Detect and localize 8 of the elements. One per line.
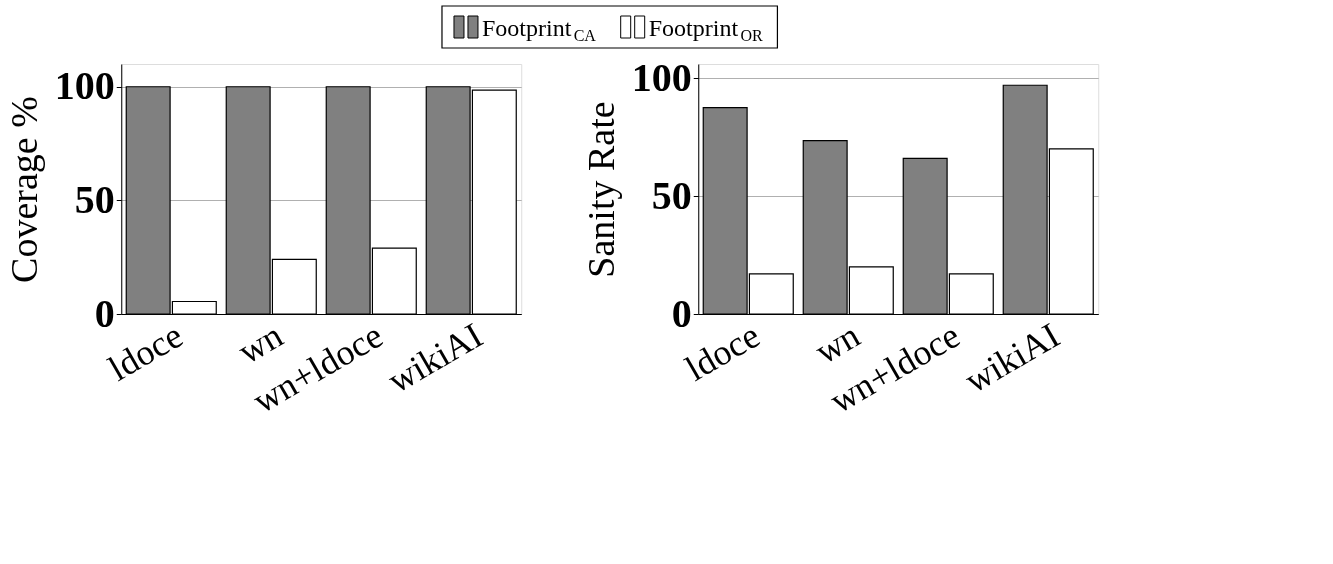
y-axis-title: Sanity Rate xyxy=(579,101,622,278)
y-tick-label: 0 xyxy=(94,290,115,336)
y-axis-title: Coverage % xyxy=(2,96,45,283)
y-tick-label: 100 xyxy=(54,63,115,109)
y-tick-label: 0 xyxy=(671,290,692,336)
y-tick-label: 50 xyxy=(74,176,115,222)
y-tick-label: 100 xyxy=(631,54,692,100)
y-tick-label: 50 xyxy=(651,172,692,218)
